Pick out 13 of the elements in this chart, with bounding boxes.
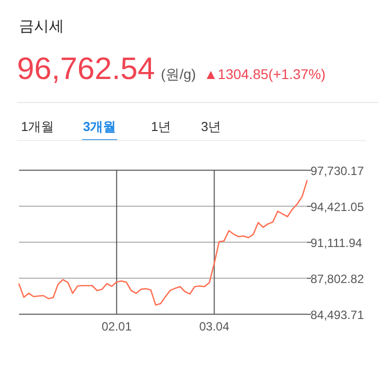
header: 96,762.54 (원/g) ▲1304.85(+1.37%) [17, 51, 326, 86]
y-tick-label: 84,493.71 [310, 308, 364, 322]
x-tick-label: 02.01 [102, 319, 132, 334]
title: 금시세 [19, 18, 64, 35]
y-tick-label: 87,802.82 [310, 272, 364, 286]
text: 1개월 [21, 119, 54, 134]
y-tick-label: 94,421.05 [310, 200, 364, 214]
x-tick-label: 03.04 [199, 319, 230, 334]
text: 1년 [151, 119, 172, 134]
y-tick-label: 91,111.94 [310, 236, 362, 250]
text: 3개월 [83, 119, 116, 134]
y-tick-label: 97,730.17 [310, 164, 364, 178]
text: 3년 [201, 119, 222, 134]
